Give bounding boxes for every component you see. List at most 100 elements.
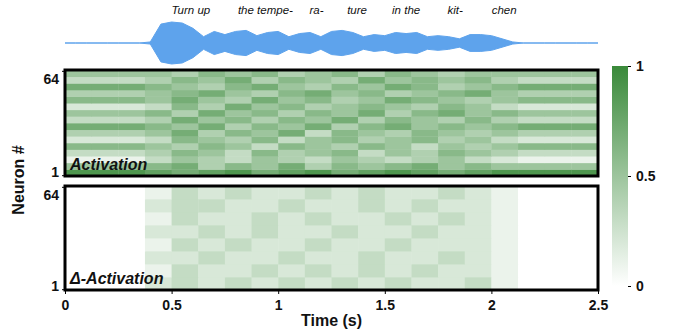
heatmap-cell — [491, 90, 518, 97]
heatmap-cell — [252, 186, 279, 199]
heatmap-cell — [198, 136, 225, 143]
heatmap-cell — [198, 123, 225, 130]
colorbar-tick-label: 1 — [636, 58, 644, 74]
heatmap-cell — [92, 77, 119, 84]
heatmap-cell — [172, 77, 199, 84]
heatmap-cell — [305, 90, 332, 97]
heatmap-cell — [571, 150, 598, 157]
heatmap-cell — [65, 199, 92, 212]
heatmap-cell — [518, 97, 545, 104]
colorbar-tick: 1 — [628, 58, 644, 74]
heatmap-cell — [225, 103, 252, 110]
heatmap-cell — [385, 163, 412, 170]
heatmap-cell — [545, 186, 572, 199]
heatmap-cell — [332, 163, 359, 170]
heatmap-cell — [438, 77, 465, 84]
heatmap-cell — [385, 116, 412, 123]
heatmap-cell — [571, 212, 598, 225]
heatmap-cell — [465, 264, 492, 277]
heatmap-cell — [252, 264, 279, 277]
heatmap-cell — [385, 251, 412, 264]
heatmap-cell — [278, 264, 305, 277]
heatmap-cell — [65, 97, 92, 104]
heatmap-cell — [491, 130, 518, 137]
heatmap-cell — [571, 264, 598, 277]
heatmap-cell — [571, 97, 598, 104]
heatmap-cell — [305, 277, 332, 290]
heatmap-cell — [358, 77, 385, 84]
heatmap-cell — [118, 212, 145, 225]
heatmap-cell — [305, 110, 332, 117]
heatmap-cell — [438, 150, 465, 157]
heatmap-cell — [278, 163, 305, 170]
heatmap-cell — [411, 123, 438, 130]
heatmap-cell — [92, 103, 119, 110]
heatmap-cell — [172, 199, 199, 212]
heatmap-cell — [332, 156, 359, 163]
heatmap-cell — [92, 186, 119, 199]
heatmap-cell — [305, 186, 332, 199]
heatmap-cell — [225, 123, 252, 130]
x-tick: 2 — [488, 290, 496, 313]
heatmap-cell — [225, 77, 252, 84]
heatmap-cell — [491, 150, 518, 157]
heatmap-cell — [198, 130, 225, 137]
heatmap-cell — [518, 163, 545, 170]
heatmap-cell — [411, 238, 438, 251]
x-axis-title: Time (s) — [301, 312, 362, 329]
heatmap-cell — [491, 136, 518, 143]
heatmap-cell — [172, 277, 199, 290]
colorbar-tick-mark — [628, 176, 631, 177]
heatmap-cell — [65, 77, 92, 84]
colorbar — [612, 66, 628, 286]
heatmap-cell — [252, 150, 279, 157]
heatmap-cell — [92, 130, 119, 137]
heatmap-cell — [491, 123, 518, 130]
colorbar-tick-label: 0.5 — [636, 168, 656, 184]
heatmap-cell — [571, 136, 598, 143]
heatmap-cell — [305, 225, 332, 238]
colorbar-tick-mark — [628, 66, 631, 67]
heatmap-cell — [172, 264, 199, 277]
heatmap-cell — [332, 264, 359, 277]
heatmap-cell — [278, 103, 305, 110]
heatmap-cell — [385, 103, 412, 110]
heatmap-cell — [172, 83, 199, 90]
heatmap-cell — [252, 199, 279, 212]
heatmap-cell — [278, 97, 305, 104]
heatmap-cell — [385, 110, 412, 117]
y-axis: 164 — [43, 187, 65, 295]
heatmap-cell — [225, 83, 252, 90]
heatmap-cell — [411, 130, 438, 137]
heatmap-cell — [65, 90, 92, 97]
heatmap-cell — [278, 83, 305, 90]
heatmap-cell — [545, 123, 572, 130]
heatmap-cell — [385, 199, 412, 212]
heatmap-cell — [92, 116, 119, 123]
heatmap-cell — [358, 277, 385, 290]
heatmap-cell — [172, 97, 199, 104]
heatmap-cell — [518, 238, 545, 251]
word-label: chen — [492, 4, 517, 16]
heatmap-cell — [198, 116, 225, 123]
heatmap-cell — [358, 163, 385, 170]
heatmap-cell — [438, 212, 465, 225]
heatmap-cell — [465, 123, 492, 130]
heatmap-cell — [518, 277, 545, 290]
heatmap-cell — [385, 123, 412, 130]
heatmap-cell — [571, 77, 598, 84]
heatmap-cell — [491, 77, 518, 84]
heatmap-cell — [278, 110, 305, 117]
heatmap-cell — [411, 143, 438, 150]
heatmap-cell — [411, 77, 438, 84]
heatmap-cell — [65, 143, 92, 150]
heatmap-cell — [225, 199, 252, 212]
heatmap-cell — [65, 110, 92, 117]
heatmap-cell — [358, 251, 385, 264]
heatmap-cell — [145, 136, 172, 143]
x-tick-label: 2 — [488, 297, 496, 313]
heatmap-cell — [385, 97, 412, 104]
y-axis-title: Neuron # — [10, 145, 27, 214]
heatmap-cell — [332, 123, 359, 130]
heatmap-cell — [198, 277, 225, 290]
